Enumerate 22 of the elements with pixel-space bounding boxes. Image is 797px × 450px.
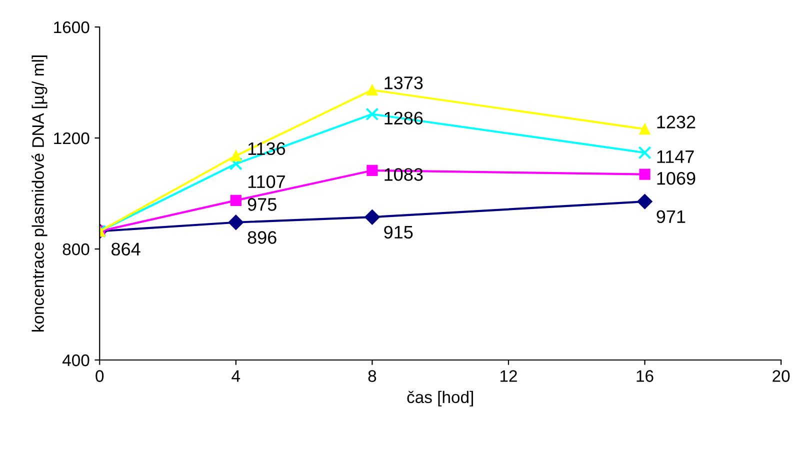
y-tick-label: 400: [62, 354, 90, 366]
x-tick-label: 8: [368, 370, 376, 382]
x-tick-label: 12: [500, 370, 517, 382]
data-label: 1107: [248, 175, 285, 188]
data-label: 975: [248, 198, 276, 211]
data-label: 1147: [657, 150, 694, 163]
x-axis-title: čas [hod]: [407, 390, 473, 406]
x-tick-label: 16: [636, 370, 654, 382]
data-label: 1373: [384, 76, 423, 90]
x-tick-label: 4: [232, 370, 240, 382]
data-label: 971: [656, 210, 686, 224]
y-tick-label: 1600: [54, 21, 90, 34]
y-tick-label: 1200: [54, 132, 90, 144]
y-axis-title: koncentrace plasmidové DNA [µg/ ml]: [32, 56, 48, 332]
y-tick-label: 800: [62, 243, 90, 256]
data-label: 896: [248, 231, 276, 244]
x-tick-label: 20: [772, 370, 790, 382]
x-tick-label: 0: [96, 370, 104, 382]
data-label: 1232: [657, 116, 696, 128]
data-label: 1069: [657, 172, 696, 185]
data-label: 915: [384, 226, 413, 239]
data-label: 864: [112, 242, 140, 256]
